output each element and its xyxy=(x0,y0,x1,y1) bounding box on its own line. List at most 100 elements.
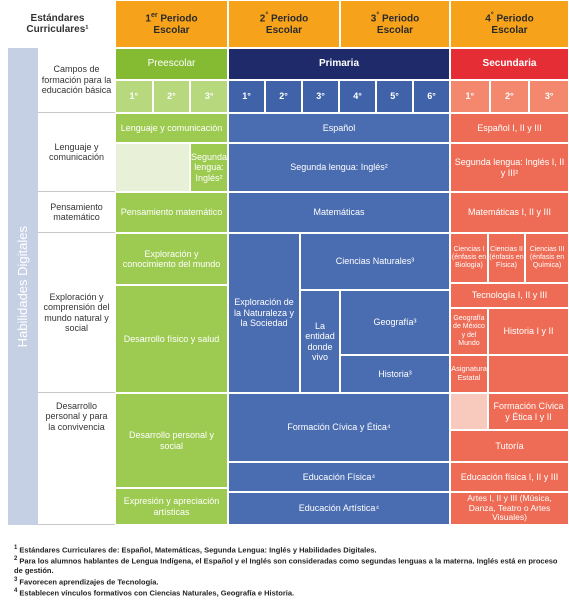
cell: Desarrollo personal y para la convivenci… xyxy=(38,393,115,525)
cell: Matemáticas I, II y III xyxy=(450,192,569,233)
cell: Tutoría xyxy=(450,430,569,462)
cell: Exploración y comprensión del mundo natu… xyxy=(38,233,115,393)
footnote-text: Favorecen aprendizajes de Tecnología. xyxy=(17,577,159,587)
cell-text: Pensamiento matemático xyxy=(120,207,223,218)
cell-text: Geografía de México y del Mundo xyxy=(453,315,485,347)
cell-text: Ciencias Naturales³ xyxy=(335,256,415,267)
period-number: 4 xyxy=(485,13,491,25)
cell-text: Asignatura Estatal xyxy=(451,364,487,382)
period-header: 1er Periodo Escolar xyxy=(115,0,228,48)
empty-cell xyxy=(488,355,569,393)
cell-text: Ciencias I (énfasis en Biología) xyxy=(451,245,487,270)
cell-text: Campos de formación para la educación bá… xyxy=(41,64,112,96)
footnote: 1 Estándares Curriculares de: Español, M… xyxy=(14,545,559,555)
period-label: Periodo Escolar xyxy=(376,13,420,36)
cell: Ciencias III (énfasis en Química) xyxy=(525,233,569,283)
period-header: 3° Periodo Escolar xyxy=(340,0,450,48)
cell: Ciencias II (énfasis en Física) xyxy=(488,233,525,283)
cell-text: Educación Artística⁴ xyxy=(298,503,380,514)
cell: Expresión y apreciación artísticas xyxy=(115,488,228,525)
cell-text: Expresión y apreciación artísticas xyxy=(123,496,220,517)
footnote: 4 Establecen vínculos formativos con Cie… xyxy=(14,588,559,598)
empty-cell xyxy=(115,143,190,192)
cell-text: 6° xyxy=(427,91,436,102)
cell-text: Pensamiento matemático xyxy=(50,201,103,222)
period-label: Periodo Escolar xyxy=(491,13,534,36)
cell-text: Lenguaje y comunicación xyxy=(48,141,105,162)
cell-text: La entidad donde vivo xyxy=(305,320,335,362)
cell-text: 1° xyxy=(129,91,139,102)
cell: Educación Física⁴ xyxy=(228,462,450,492)
cell-text: 3° xyxy=(544,91,554,102)
cell: Segunda lengua: Inglés I, II y III² xyxy=(450,143,569,192)
cell: 3° xyxy=(529,80,569,113)
cell-text: 1° xyxy=(465,91,475,102)
cell: 4° xyxy=(339,80,376,113)
period-header: 4° Periodo Escolar xyxy=(450,0,569,48)
cell: Artes I, II y III (Música, Danza, Teatro… xyxy=(450,492,569,525)
period-suffix: er xyxy=(150,11,158,19)
cell: Educación Artística⁴ xyxy=(228,492,450,525)
cell: Formación Cívica y Ética⁴ xyxy=(228,393,450,462)
footnote-mark: 4 xyxy=(14,588,18,594)
cell-text: 3° xyxy=(204,91,214,102)
footnote: 2 Para los alumnos hablantes de Lengua I… xyxy=(14,556,559,575)
footnote-text: Para los alumnos hablantes de Lengua Ind… xyxy=(14,556,558,575)
cell-text: Estándares Curriculares¹ xyxy=(26,12,89,36)
cell-text: Español I, II y III xyxy=(477,122,542,133)
cell: Historia³ xyxy=(340,355,450,393)
cell: Segunda lengua: Inglés² xyxy=(228,143,450,192)
cell-text: Historia³ xyxy=(378,368,412,379)
cell-text: Matemáticas I, II y III xyxy=(467,207,552,218)
cell: 1° xyxy=(450,80,490,113)
cell-text: 2° xyxy=(167,91,176,102)
cell: Primaria xyxy=(228,48,450,80)
cell: Formación Cívica y Ética I y II xyxy=(488,393,569,430)
period-suffix: ° xyxy=(376,11,380,19)
cell-text: Artes I, II y III (Música, Danza, Teatro… xyxy=(467,492,552,523)
period-number: 3 xyxy=(370,13,377,25)
cell: Asignatura Estatal xyxy=(450,355,488,393)
cell: Pensamiento matemático xyxy=(115,192,228,233)
footnote-text: Establecen vínculos formativos con Cienc… xyxy=(17,588,295,598)
cell-text: 3° xyxy=(316,91,325,102)
cell-text: Segunda lengua: Inglés I, II y III² xyxy=(454,157,565,178)
cell-text: Exploración y comprensión del mundo natu… xyxy=(43,291,110,333)
cell: Desarrollo físico y salud xyxy=(115,285,228,393)
cell-text: Preescolar xyxy=(147,58,196,70)
cell-text: Matemáticas xyxy=(313,207,365,218)
side-label: Habilidades Digitales xyxy=(14,225,30,348)
cell: 2° xyxy=(152,80,191,113)
period-suffix: ° xyxy=(490,11,494,19)
cell: Desarrollo personal y social xyxy=(115,393,228,488)
cell-text: Tutoría xyxy=(495,440,524,451)
period-suffix: ° xyxy=(265,11,269,19)
cell-text: 1° xyxy=(242,91,251,102)
footnote-mark: 2 xyxy=(14,556,18,562)
cell-text: Primaria xyxy=(318,58,360,70)
cell: Ciencias I (énfasis en Biología) xyxy=(450,233,488,283)
cell-text: Lenguaje y comunicación xyxy=(120,122,223,133)
cell: 5° xyxy=(376,80,413,113)
cell: Segunda lengua: Inglés² xyxy=(190,143,228,192)
cell: 2° xyxy=(265,80,302,113)
cell: 3° xyxy=(302,80,339,113)
cell-text: 5° xyxy=(390,91,399,102)
period-text: 2° Periodo Escolar xyxy=(257,12,311,36)
footnote: 3 Favorecen aprendizajes de Tecnología. xyxy=(14,577,559,587)
cell-text: Español xyxy=(322,122,356,133)
period-text: 3° Periodo Escolar xyxy=(369,12,421,36)
period-text: 1er Periodo Escolar xyxy=(144,12,199,36)
cell: Pensamiento matemático xyxy=(38,192,115,233)
footnote-mark: 1 xyxy=(14,545,18,551)
period-header: 2° Periodo Escolar xyxy=(228,0,340,48)
footnote-text: Estándares Curriculares de: Español, Mat… xyxy=(17,545,377,555)
cell-text: Exploración y conocimiento del mundo xyxy=(122,248,221,269)
cell-text: Segunda lengua: Inglés² xyxy=(190,151,228,183)
cell: 1° xyxy=(115,80,153,113)
period-text: 4° Periodo Escolar xyxy=(479,12,540,36)
cell: 2° xyxy=(489,80,530,113)
cell-text: Geografía³ xyxy=(373,317,417,328)
cell: Historia I y II xyxy=(488,308,569,355)
cell-text: Secundaria xyxy=(482,58,537,70)
